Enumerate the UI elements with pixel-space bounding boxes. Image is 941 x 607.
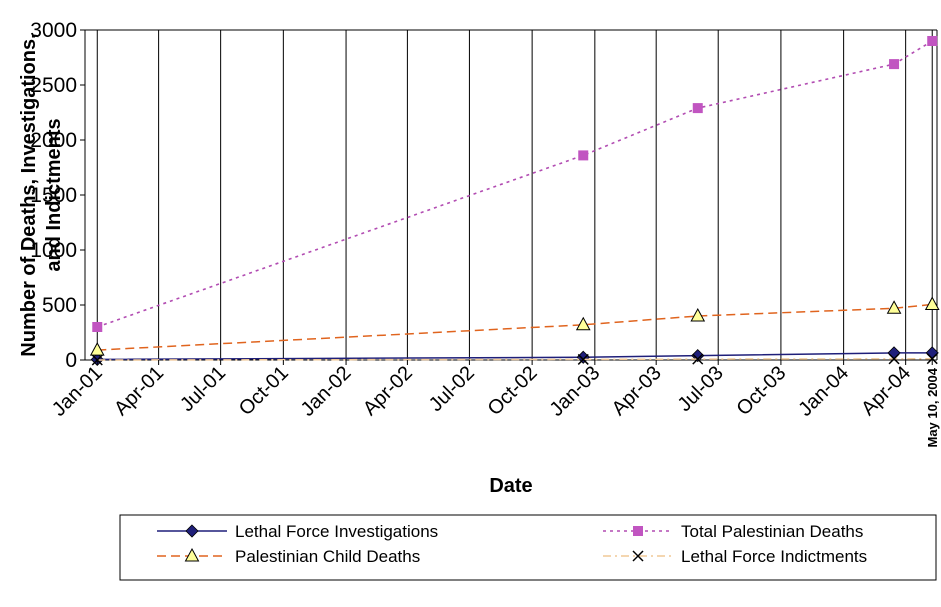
y-tick-label: 2500 — [30, 74, 77, 97]
legend-entry: Total Palestinian Deaths — [603, 522, 863, 541]
triangle-marker — [184, 547, 200, 562]
x-marker-stroke — [888, 353, 900, 365]
y-tick-label: 500 — [42, 294, 77, 317]
x-tick-label: Jul-01 — [176, 362, 230, 416]
x-tick-label: Apr-04 — [857, 362, 915, 420]
triangle-marker — [886, 300, 902, 314]
triangle-marker — [924, 296, 940, 310]
x-tick-label: Jul-02 — [425, 362, 479, 416]
x-tick-label: Jan-04 — [794, 362, 853, 421]
grid — [96, 30, 933, 360]
x-marker — [632, 550, 644, 562]
x-marker — [888, 353, 900, 365]
x-axis-title: Date — [489, 475, 532, 497]
diamond-marker — [925, 346, 939, 360]
square-marker — [633, 526, 643, 536]
x-marker — [692, 353, 704, 365]
square-marker — [889, 59, 900, 70]
series-3 — [91, 353, 938, 366]
diamond-marker — [185, 524, 199, 538]
legend-box — [119, 514, 937, 581]
x-tick-label: Jan-01 — [48, 362, 107, 421]
legend: Lethal Force Investigations Total Palesti… — [119, 514, 937, 581]
square-marker — [927, 36, 938, 46]
diamond-marker — [887, 346, 901, 360]
legend-label: Total Palestinian Deaths — [681, 522, 863, 541]
series-line — [97, 303, 933, 351]
y-axis-ticks: 0 500 1000 1500 2000 2500 3000 — [30, 19, 85, 372]
x-tick-label: Oct-02 — [484, 362, 542, 420]
square-marker — [692, 103, 703, 114]
x-axis-ticks: Jan-01 Apr-01 Jul-01 Oct-01 Jan-02 Apr-02 Jul-… — [48, 360, 940, 448]
x-tick-label: Apr-02 — [359, 362, 417, 420]
x-tick-label: Apr-03 — [608, 362, 666, 420]
triangle-marker — [89, 342, 105, 356]
x-tick-label: Oct-03 — [732, 362, 790, 420]
legend-label: Palestinian Child Deaths — [235, 547, 420, 566]
x-marker — [577, 353, 589, 365]
x-tick-label: Jul-03 — [674, 362, 728, 416]
x-marker-stroke — [926, 353, 938, 365]
y-axis-title-line-1: Number of Deaths, Investigations, — [18, 33, 40, 356]
x-marker-stroke — [692, 353, 704, 365]
triangle-marker — [690, 307, 706, 322]
legend-entry: Lethal Force Investigations — [157, 522, 438, 541]
legend-label: Lethal Force Indictments — [681, 547, 867, 566]
square-marker — [92, 322, 103, 332]
x-marker — [926, 353, 938, 365]
series — [89, 36, 940, 367]
diamond-marker — [576, 350, 590, 364]
y-tick-label: 2000 — [30, 129, 77, 152]
y-tick-label: 3000 — [30, 19, 77, 42]
legend-entry: Lethal Force Indictments — [603, 547, 867, 566]
series-2 — [89, 296, 940, 356]
x-tick-label-last: May 10, 2004 — [925, 367, 940, 447]
y-tick-label: 1500 — [30, 184, 77, 207]
legend-label: Lethal Force Investigations — [235, 522, 438, 541]
x-tick-label: Jan-03 — [546, 362, 605, 421]
x-marker-stroke — [577, 353, 589, 365]
x-marker-stroke — [632, 550, 644, 562]
y-tick-label: 1000 — [30, 239, 77, 262]
x-tick-label: Oct-01 — [235, 362, 293, 420]
square-marker — [578, 150, 589, 161]
legend-entry: Palestinian Child Deaths — [157, 547, 420, 566]
series-line — [97, 40, 933, 328]
series-1 — [92, 36, 938, 332]
series-0 — [90, 346, 939, 367]
x-tick-label: Jan-02 — [297, 362, 356, 421]
y-tick-label: 0 — [65, 349, 77, 372]
y-axis-title-line-2: and Indictments — [43, 118, 65, 271]
triangle-marker — [575, 316, 591, 331]
x-tick-label: Apr-01 — [110, 362, 168, 420]
